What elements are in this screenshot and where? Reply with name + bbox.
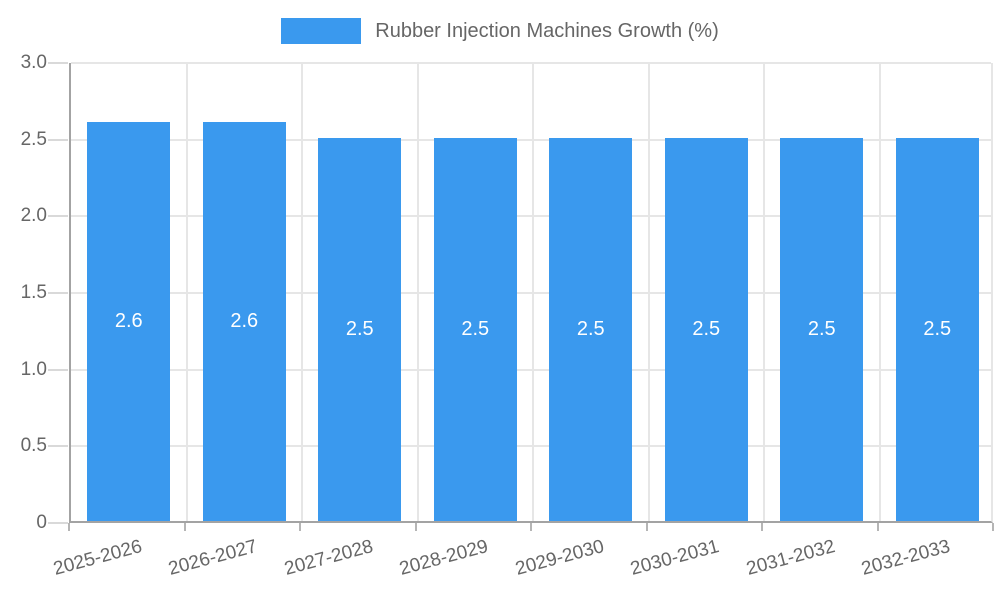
- x-axis-tick-mark: [645, 523, 648, 531]
- y-axis-tick-mark: [48, 62, 68, 64]
- gridline-horizontal: [71, 215, 991, 218]
- gridline-vertical: [878, 63, 881, 521]
- gridline-horizontal: [71, 445, 991, 448]
- bar-value-label: 2.5: [576, 317, 605, 340]
- bar: 2.5: [895, 137, 979, 521]
- bar: 2.5: [664, 137, 748, 521]
- bar: 2.6: [87, 122, 171, 521]
- x-axis-tick-mark: [183, 523, 186, 531]
- bar: 2.5: [433, 137, 517, 521]
- y-axis-tick-mark: [48, 138, 68, 141]
- bar-value-label: 2.6: [114, 310, 143, 333]
- gridline-vertical: [416, 63, 419, 521]
- x-axis-tick-mark: [761, 523, 763, 531]
- gridline-vertical: [301, 63, 303, 521]
- chart-legend[interactable]: Rubber Injection Machines Growth (%): [0, 18, 1000, 44]
- y-axis-tick-label: 1.5: [20, 282, 47, 303]
- bar: 2.5: [318, 137, 402, 521]
- legend-label: Rubber Injection Machines Growth (%): [375, 19, 719, 42]
- gridline-horizontal: [71, 368, 991, 371]
- y-axis-tick-mark: [48, 522, 68, 524]
- bar-value-label: 2.6: [230, 310, 259, 333]
- y-axis-tick-label: 0.5: [20, 435, 47, 457]
- gridline-horizontal: [71, 138, 991, 141]
- bar: 2.6: [202, 122, 286, 521]
- y-axis-tick-label: 2.0: [20, 205, 47, 227]
- y-axis-tick-mark: [48, 292, 68, 294]
- x-axis-tick-mark: [299, 523, 301, 531]
- y-axis-tick-label: 2.5: [20, 128, 47, 150]
- plot-area: 2.6 2.6 2.5 2.5 2.5 2.5 2.5 2.5: [69, 62, 993, 523]
- gridline-horizontal: [71, 292, 991, 294]
- legend-swatch: [281, 18, 362, 44]
- bar-value-label: 2.5: [807, 317, 836, 340]
- x-axis-tick-mark: [530, 523, 532, 531]
- y-axis-tick-mark: [48, 368, 68, 371]
- bar-value-label: 2.5: [345, 317, 374, 340]
- x-axis-tick-mark: [68, 523, 70, 531]
- x-axis-tick-mark: [992, 523, 994, 531]
- bar-value-label: 2.5: [461, 317, 490, 340]
- gridline-vertical: [532, 63, 534, 521]
- y-axis-tick-label: 0: [36, 512, 47, 533]
- bar: 2.5: [780, 137, 864, 521]
- y-axis-tick-mark: [48, 215, 68, 218]
- y-axis-tick-label: 3.0: [20, 52, 47, 73]
- gridline-vertical: [185, 63, 188, 521]
- x-axis-tick-mark: [414, 523, 417, 531]
- bar-value-label: 2.5: [692, 317, 721, 340]
- gridline-vertical: [763, 63, 765, 521]
- bar: 2.5: [549, 137, 633, 521]
- y-axis-tick-label: 1.0: [20, 358, 47, 380]
- bar-value-label: 2.5: [923, 317, 952, 340]
- x-axis-tick-mark: [876, 523, 879, 531]
- y-axis-tick-mark: [48, 445, 68, 448]
- gridline-vertical: [647, 63, 650, 521]
- gridline-horizontal: [71, 62, 991, 64]
